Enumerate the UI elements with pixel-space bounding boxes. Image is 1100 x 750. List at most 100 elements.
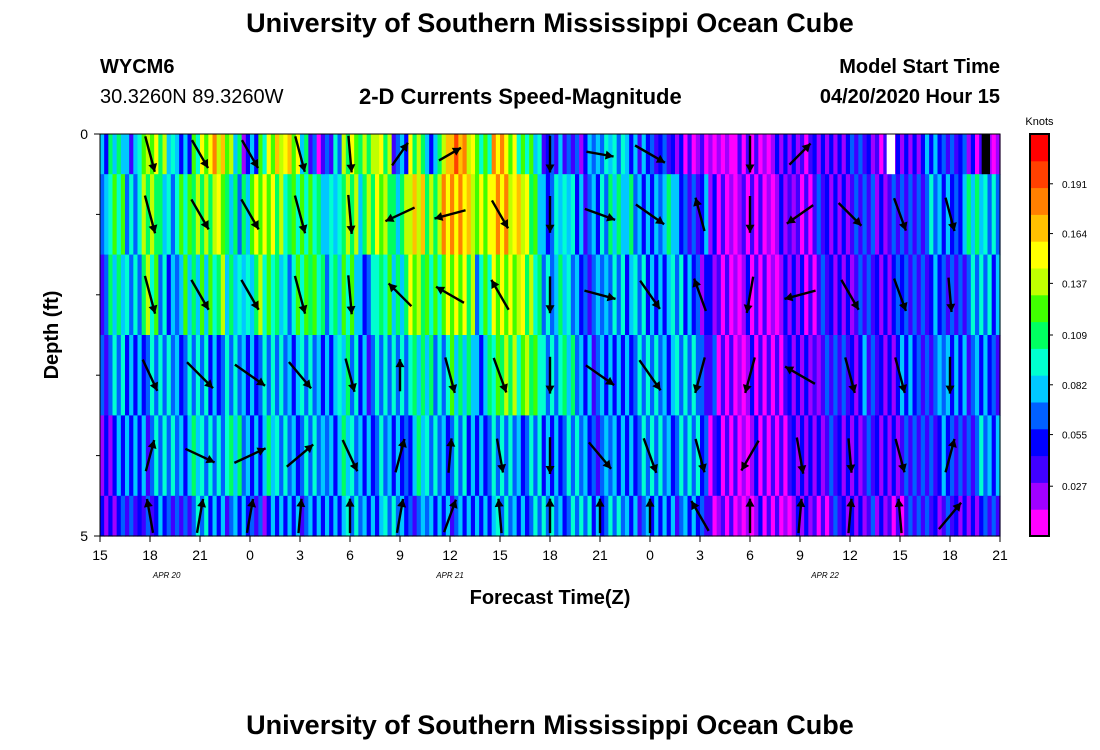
heatmap-cell	[841, 415, 847, 497]
heatmap-cell	[387, 254, 393, 336]
arrow-head	[545, 224, 555, 233]
heatmap-cell	[687, 254, 693, 336]
arrow-head	[741, 461, 750, 471]
heatmap-cell	[708, 254, 714, 336]
current-arrow	[438, 146, 462, 162]
heatmap-cell	[237, 495, 243, 537]
arrow-head	[692, 278, 702, 288]
heatmap-cell	[633, 415, 639, 497]
heatmap-cell	[950, 335, 955, 416]
heatmap-cell	[850, 254, 855, 336]
heatmap-cell	[325, 134, 330, 175]
heatmap-cell	[762, 495, 768, 537]
heatmap-cell	[420, 495, 426, 537]
heatmap-cell	[483, 335, 489, 416]
heatmap-cell	[558, 254, 564, 336]
heatmap-cell	[862, 174, 868, 256]
current-arrow	[894, 498, 904, 534]
current-arrow	[240, 139, 260, 169]
heatmap-cell	[383, 254, 389, 336]
heatmap-cell	[891, 174, 897, 256]
heatmap-cell	[287, 335, 293, 416]
arrow-head	[448, 384, 458, 393]
heatmap-cell	[475, 415, 480, 497]
x-tick-label: 9	[796, 547, 804, 563]
arrow-head	[346, 164, 356, 173]
heatmap-cell	[166, 335, 172, 416]
heatmap-cell	[525, 174, 530, 256]
heatmap-cell	[470, 254, 476, 336]
heatmap-cell	[300, 134, 305, 175]
arrow-head	[348, 382, 357, 392]
heatmap-cell	[466, 254, 472, 336]
heatmap-cell	[641, 174, 647, 256]
heatmap-cell	[712, 335, 718, 416]
heatmap-cell	[837, 174, 843, 256]
heatmap-cell	[958, 254, 964, 336]
heatmap-cell	[879, 134, 884, 175]
heatmap-cell	[295, 134, 301, 175]
heatmap-cell	[358, 335, 364, 416]
heatmap-cell	[783, 415, 789, 497]
heatmap-cell	[679, 134, 684, 175]
heatmap-cell	[116, 174, 122, 256]
heatmap-cell	[225, 254, 230, 336]
heatmap-cell	[200, 495, 205, 537]
heatmap-cell	[233, 495, 239, 537]
heatmap-cell	[145, 495, 151, 537]
current-arrow	[894, 357, 908, 394]
heatmap-cell	[866, 495, 872, 537]
heatmap-cell	[404, 254, 409, 336]
arrow-head	[604, 150, 614, 160]
heatmap-cell	[745, 254, 751, 336]
heatmap-cell	[854, 134, 859, 175]
heatmap-cell	[137, 335, 143, 416]
arrow-head	[595, 498, 605, 507]
heatmap-cell	[550, 495, 555, 537]
heatmap-cell	[808, 415, 814, 497]
heatmap-cell	[850, 134, 855, 175]
heatmap-cell	[870, 335, 876, 416]
heatmap-cell	[504, 134, 509, 175]
heatmap-cell	[391, 254, 397, 336]
heatmap-cell	[895, 134, 901, 175]
heatmap-cell	[591, 495, 597, 537]
heatmap-cell	[641, 415, 647, 497]
heatmap-cell	[270, 335, 276, 416]
colorbar-segment	[1030, 321, 1049, 349]
heatmap-cell	[845, 134, 851, 175]
heatmap-cell	[504, 254, 509, 336]
heatmap-cell	[354, 254, 359, 336]
station-coordinates: 30.3260N 89.3260W	[100, 86, 284, 108]
heatmap-cell	[275, 495, 280, 537]
heatmap-cell	[504, 495, 509, 537]
heatmap-cell	[291, 335, 297, 416]
heatmap-cell	[558, 134, 564, 175]
heatmap-cell	[604, 335, 609, 416]
heatmap-cell	[929, 134, 934, 175]
heatmap-cell	[566, 335, 572, 416]
heatmap-cell	[800, 415, 805, 497]
heatmap-cell	[266, 174, 272, 256]
heatmap-cell	[416, 335, 422, 416]
heatmap-cell	[720, 174, 726, 256]
heatmap-cell	[133, 134, 139, 175]
heatmap-cell	[804, 495, 809, 537]
x-axis-label: Forecast Time(Z)	[470, 587, 631, 609]
heatmap-cell	[570, 495, 576, 537]
heatmap-cell	[987, 254, 993, 336]
heatmap-cell	[533, 134, 539, 175]
heatmap-cell	[608, 415, 614, 497]
heatmap-cell	[950, 495, 955, 537]
colorbar-tick-label: 0.164	[1062, 230, 1087, 241]
heatmap-cell	[566, 415, 572, 497]
heatmap-cell	[479, 335, 484, 416]
heatmap-cell	[425, 495, 430, 537]
arrow-head	[346, 225, 356, 234]
heatmap-cell	[437, 495, 443, 537]
heatmap-cell	[516, 415, 522, 497]
heatmap-cell	[329, 415, 334, 497]
heatmap-cell	[170, 174, 176, 256]
heatmap-cell	[704, 254, 709, 336]
